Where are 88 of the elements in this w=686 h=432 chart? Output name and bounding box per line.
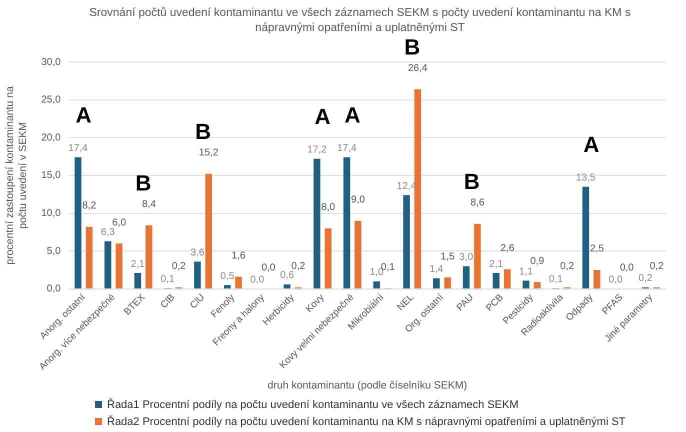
annotation: A bbox=[76, 102, 92, 128]
data-label: 0,2 bbox=[560, 261, 574, 272]
data-label: 0,0 bbox=[250, 274, 265, 286]
data-label: 2,1 bbox=[130, 258, 146, 270]
data-label: 3,6 bbox=[190, 247, 205, 258]
data-label: 2,6 bbox=[500, 242, 515, 254]
data-label: 1,6 bbox=[232, 250, 246, 262]
legend-label: Řada1 Procentní podíly na počtu uvedení kontaminantu ve všech záznamech SEKM bbox=[107, 398, 519, 410]
bar bbox=[205, 174, 212, 288]
data-label: 13,5 bbox=[576, 172, 596, 184]
bar bbox=[414, 89, 422, 288]
annotation: B bbox=[404, 34, 420, 60]
bar bbox=[104, 241, 112, 288]
data-label: 2,5 bbox=[590, 244, 604, 255]
annotation: A bbox=[344, 102, 360, 128]
bar bbox=[146, 225, 152, 288]
legend-label: Řada2 Procentní podíly na počtu uvedení kontaminantu na KM s nápravnými opatřeními a uplatněnými ST bbox=[107, 416, 626, 428]
data-label: 0,2 bbox=[172, 261, 186, 272]
bar bbox=[116, 244, 122, 288]
annotation: A bbox=[583, 132, 600, 157]
data-label: 0,2 bbox=[291, 261, 306, 272]
x-axis-title: druh kontaminantu (podle číselníku SEKM) bbox=[268, 380, 468, 392]
bar bbox=[462, 266, 470, 288]
y-tick-label: 0,0 bbox=[46, 284, 62, 295]
data-label: 8,4 bbox=[142, 199, 156, 210]
data-label: 1,1 bbox=[519, 266, 534, 278]
bar bbox=[433, 278, 440, 288]
y-tick-label: 5,0 bbox=[46, 246, 62, 257]
data-label: 1,4 bbox=[429, 264, 444, 276]
data-label: 0,6 bbox=[280, 270, 294, 282]
x-tick-label: NEL bbox=[395, 292, 416, 313]
bar bbox=[235, 276, 242, 288]
data-label: 6,0 bbox=[112, 217, 126, 228]
bar bbox=[324, 228, 332, 288]
data-label: 0,0 bbox=[261, 262, 276, 274]
data-label: 8,6 bbox=[470, 198, 485, 209]
bar bbox=[86, 226, 93, 288]
bar bbox=[194, 262, 201, 288]
bar bbox=[534, 282, 541, 288]
annotation: B bbox=[195, 118, 212, 144]
data-label: 17,2 bbox=[307, 144, 328, 156]
bar bbox=[444, 278, 451, 288]
data-label: 0,0 bbox=[620, 262, 634, 274]
y-tick-label: 15,0 bbox=[41, 170, 62, 182]
annotation: A bbox=[314, 104, 331, 129]
bar bbox=[582, 186, 590, 288]
data-label: 3,0 bbox=[459, 252, 474, 263]
data-label: 0,2 bbox=[650, 261, 664, 272]
bar bbox=[492, 273, 500, 288]
data-label: 8,0 bbox=[321, 202, 336, 214]
y-tick-label: 20,0 bbox=[41, 132, 62, 144]
chart-title: Srovnání počtů uvedení kontaminantu ve všech záznamech SEKM s počty uvedení kontaminantu na KM s nápravnými opatřeními a uplatněnými ST bbox=[88, 6, 632, 36]
bar bbox=[522, 280, 530, 288]
data-label: 0,0 bbox=[608, 274, 623, 286]
y-tick-label: 30,0 bbox=[41, 56, 62, 68]
data-label: 0,9 bbox=[530, 256, 545, 267]
data-label: 17,4 bbox=[337, 143, 357, 154]
bar bbox=[134, 273, 142, 288]
bar bbox=[373, 281, 380, 288]
bar bbox=[403, 195, 410, 288]
annotation: B bbox=[135, 170, 152, 196]
bar bbox=[224, 285, 231, 288]
data-label: 1,5 bbox=[440, 251, 455, 262]
data-label: 2,1 bbox=[489, 258, 504, 270]
y-axis-title: procentní zastoupení kontaminantu na počtu uvedení v SEKM bbox=[4, 86, 29, 265]
y-tick-label: 10,0 bbox=[41, 208, 62, 220]
bar bbox=[314, 158, 320, 288]
data-label: 0,5 bbox=[220, 270, 235, 282]
data-label: 6,3 bbox=[100, 226, 116, 238]
bar bbox=[343, 157, 350, 288]
data-label: 26,4 bbox=[408, 62, 428, 74]
annotation: B bbox=[464, 168, 480, 194]
bar bbox=[594, 270, 600, 288]
bar bbox=[354, 220, 362, 288]
bar bbox=[284, 284, 290, 288]
data-label: 8,2 bbox=[82, 200, 97, 212]
data-label: 0,2 bbox=[638, 273, 653, 284]
data-label: 17,4 bbox=[68, 143, 88, 154]
bar bbox=[504, 269, 511, 288]
x-tick-label: ClB bbox=[158, 292, 178, 311]
bar bbox=[474, 224, 481, 288]
x-tick-label: ClU bbox=[188, 292, 208, 312]
bar bbox=[74, 157, 82, 288]
data-label: 0,1 bbox=[160, 274, 175, 285]
data-label: 9,0 bbox=[351, 194, 366, 206]
data-label: 0,1 bbox=[548, 274, 564, 285]
data-label: 15,2 bbox=[198, 148, 219, 159]
y-tick-label: 25,0 bbox=[41, 94, 62, 106]
